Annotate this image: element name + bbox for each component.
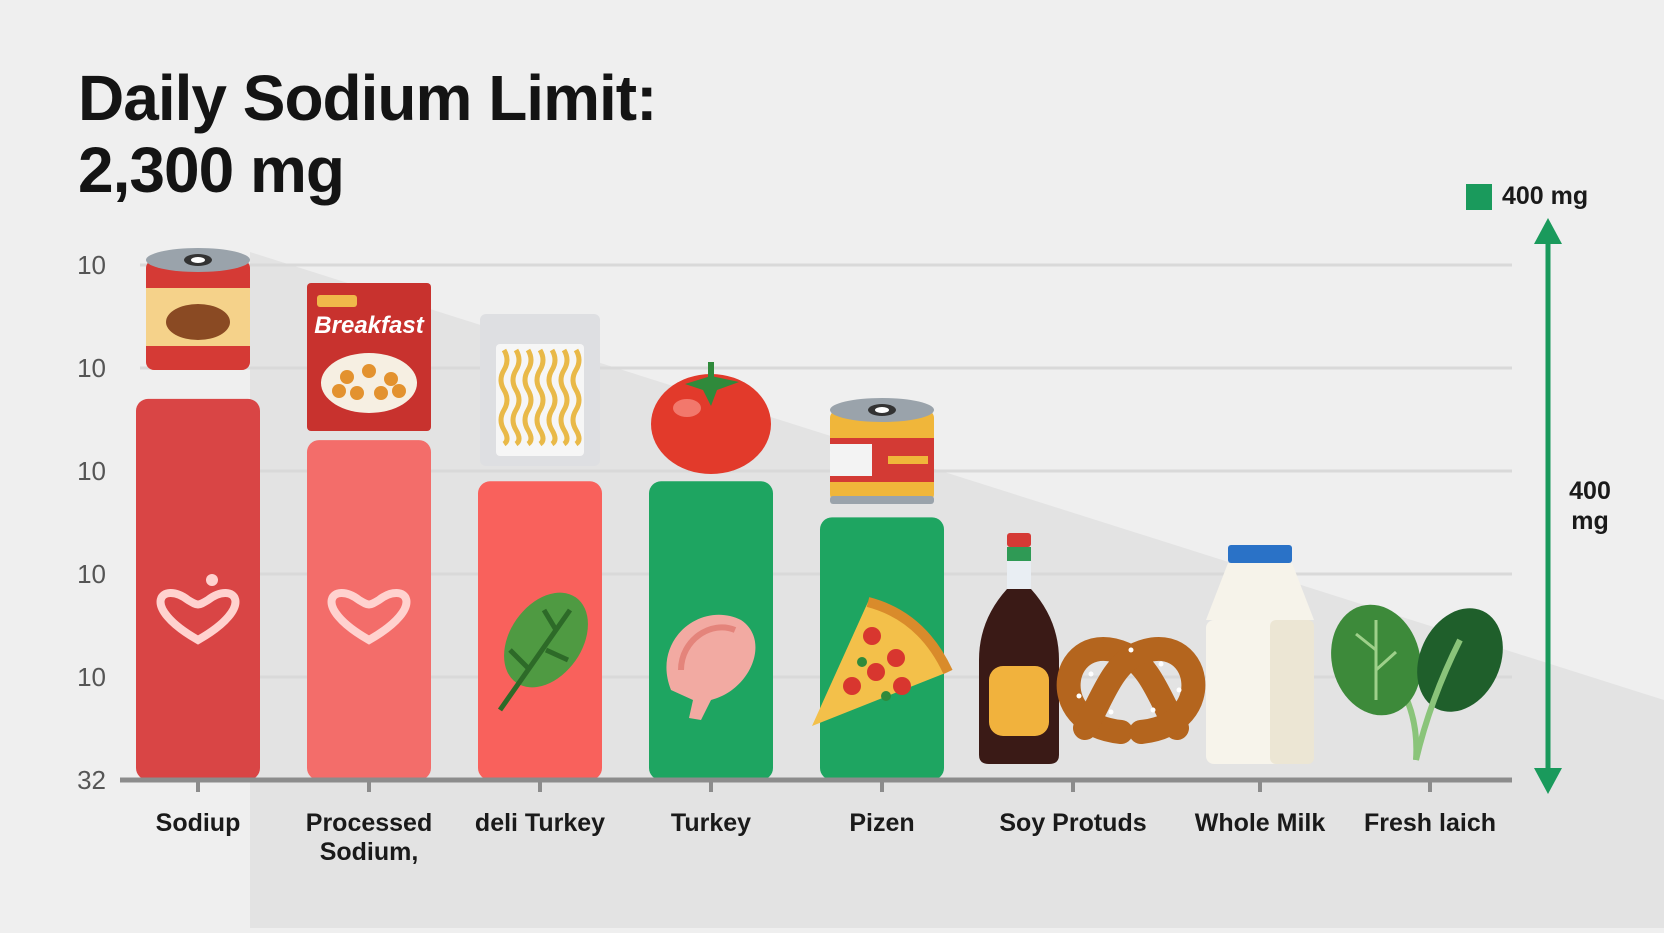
y-tick-label: 10 <box>77 662 106 692</box>
bar <box>307 440 431 780</box>
legend-swatch <box>1466 183 1492 210</box>
heart-outline-icon <box>156 574 240 645</box>
soy-sauce-and-pretzel-icon <box>979 533 1206 764</box>
legend: 400 mg <box>1466 182 1588 211</box>
heart-outline-icon <box>327 589 411 645</box>
leaf-icon <box>497 592 588 712</box>
y-tick-label: 10 <box>77 456 106 486</box>
x-tick-label: Fresh laich <box>1364 809 1496 837</box>
x-tick-label: Sodium, <box>320 838 419 866</box>
x-tick-label: Whole Milk <box>1195 809 1326 837</box>
legend-label: 400 mg <box>1502 182 1589 210</box>
food-icons: Breakfast <box>146 248 1503 764</box>
canned-food-icon <box>830 398 934 504</box>
svg-text:Breakfast: Breakfast <box>314 312 424 339</box>
x-tick-label: Pizen <box>849 809 914 837</box>
title-line-2: 2,300 mg <box>78 134 345 206</box>
x-tick-label: Sodiup <box>156 809 241 837</box>
canned-soup-icon <box>146 248 250 370</box>
bar <box>136 398 260 780</box>
milk-carton-icon <box>1206 545 1314 764</box>
y-tick-label: 10 <box>77 353 106 383</box>
y-tick-label: 10 <box>77 250 106 280</box>
x-tick-label: Soy Protuds <box>999 809 1146 837</box>
pizza-slice-icon <box>812 597 953 726</box>
chart-title: Daily Sodium Limit: 2,300 mg <box>78 62 657 206</box>
title-line-1: Daily Sodium Limit: <box>78 62 657 134</box>
ham-icon <box>666 614 756 720</box>
range-label-unit: mg <box>1571 507 1609 535</box>
range-label-value: 400 <box>1569 477 1611 505</box>
x-tick-label: Turkey <box>671 809 751 837</box>
range-label: 400 mg <box>1560 476 1620 536</box>
spinach-icon <box>1331 604 1503 761</box>
tomato-icon <box>651 362 771 474</box>
y-tick-label: 32 <box>77 765 106 795</box>
range-arrow <box>1534 218 1562 794</box>
noodle-pack-icon <box>480 314 600 466</box>
x-tick-label: deli Turkey <box>475 809 605 837</box>
x-tick-label: Processed <box>306 809 432 837</box>
y-tick-label: 10 <box>77 559 106 589</box>
breakfast-cereal-box-icon: Breakfast <box>307 283 431 431</box>
